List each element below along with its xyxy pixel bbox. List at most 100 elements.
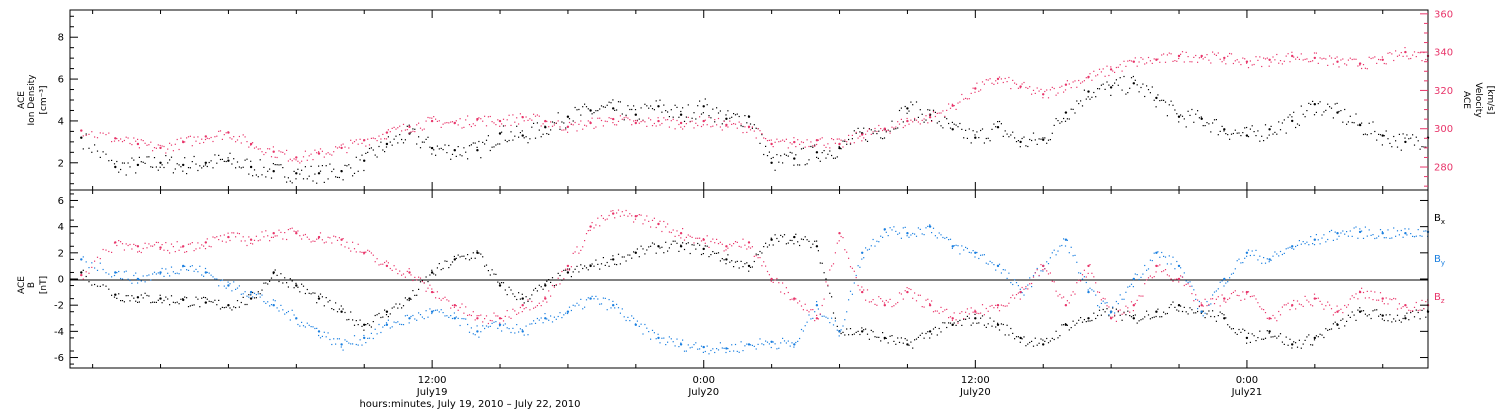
bz-point-texture <box>450 307 452 309</box>
ion-density-point-texture <box>1047 139 1050 141</box>
velocity-tick-label: 320 <box>1434 86 1453 97</box>
bz-point-texture <box>111 251 113 253</box>
ion-density-point-texture <box>1114 82 1116 84</box>
by-point-texture <box>302 325 305 327</box>
by-point-texture <box>1312 243 1314 245</box>
by-point-texture <box>472 333 474 335</box>
velocity-point-texture <box>608 117 610 119</box>
velocity-axis-label-line1: ACE <box>1461 91 1471 109</box>
bx-point-texture <box>667 250 669 252</box>
bz-point-texture <box>849 266 852 268</box>
by-point-texture <box>318 334 320 337</box>
velocity-point-texture <box>525 116 527 118</box>
velocity-point-texture <box>99 132 101 134</box>
by-point-texture <box>568 306 571 308</box>
bx-point-texture <box>310 293 312 295</box>
ion-density-point-texture <box>96 150 99 152</box>
bx-point-texture <box>704 245 706 247</box>
by-point-texture <box>284 313 286 315</box>
ion-density-point-texture <box>940 125 942 127</box>
bz-point-texture <box>634 218 637 220</box>
ion-density-point-texture <box>461 155 463 157</box>
bx-point <box>544 284 547 287</box>
velocity-point <box>566 125 570 128</box>
bx-point-texture <box>278 280 280 283</box>
ion-density-point-texture <box>82 148 84 150</box>
bx-point-texture <box>1085 321 1087 323</box>
ion-density-point-texture <box>484 143 486 145</box>
ion-density-point-texture <box>401 138 403 141</box>
velocity-point-texture <box>831 138 833 140</box>
bx-point-texture <box>389 313 391 315</box>
by-point-texture <box>227 281 229 283</box>
velocity-point-texture <box>906 117 908 120</box>
bx-point-texture <box>759 250 761 253</box>
bx-point-texture <box>340 305 342 307</box>
by-point-texture <box>1197 308 1199 310</box>
by-point-texture <box>512 327 514 329</box>
bz-point <box>80 273 83 277</box>
bz-point-texture <box>133 243 135 245</box>
ion-density-point-texture <box>1191 108 1193 111</box>
ion-density-point-texture <box>423 141 425 143</box>
velocity-point-texture <box>1215 54 1217 56</box>
bz-point-texture <box>802 309 804 311</box>
by-point <box>80 258 83 261</box>
bz-point-texture <box>1404 304 1406 306</box>
bx-point-texture <box>416 294 418 296</box>
ion-density-point <box>476 149 479 152</box>
bz-point-texture <box>212 236 214 238</box>
bx-point-texture <box>993 320 995 322</box>
ion-density-point-texture <box>197 169 199 172</box>
bx-point-texture <box>602 257 604 259</box>
bx-point-texture <box>1064 323 1067 325</box>
velocity-point <box>1245 60 1249 63</box>
velocity-point-texture <box>614 124 616 126</box>
velocity-point-texture <box>821 137 823 139</box>
ion-density-point-texture <box>123 162 125 164</box>
velocity-point-texture <box>959 101 961 103</box>
velocity-point-texture <box>1189 61 1191 63</box>
bx-point-texture <box>1236 333 1238 335</box>
bz-point-texture <box>810 309 812 311</box>
bz-point-texture <box>176 241 178 243</box>
by-point-texture <box>584 306 586 308</box>
ion-density-point-texture <box>1230 133 1233 135</box>
ion-density-point-texture <box>616 109 618 111</box>
bz-point-texture <box>531 300 533 303</box>
bx-point-texture <box>1298 339 1300 341</box>
bx-point-texture <box>333 309 335 311</box>
ion-density-point-texture <box>1263 140 1265 142</box>
velocity-point-texture <box>1155 58 1157 60</box>
velocity-point-texture <box>1279 60 1282 62</box>
bx-point-texture <box>212 301 214 303</box>
bx-point-texture <box>1425 316 1427 318</box>
bz-point-texture <box>323 242 325 244</box>
bx-point-texture <box>293 287 295 289</box>
velocity-point-texture <box>619 115 621 117</box>
bx-point-texture <box>1170 304 1172 306</box>
by-point-texture <box>1213 291 1216 293</box>
by-point <box>861 251 864 254</box>
bx-point-texture <box>105 285 107 287</box>
ion-density-point-texture <box>227 157 229 159</box>
velocity-point-texture <box>484 115 486 117</box>
bz-point-texture <box>929 303 931 305</box>
velocity-point-texture <box>814 145 816 147</box>
ion-density-point-texture <box>299 173 301 175</box>
bz-point-texture <box>978 312 980 315</box>
bx-point-texture <box>768 244 770 246</box>
bz-point-texture <box>1081 274 1084 276</box>
ion-density-point-texture <box>981 128 984 130</box>
ion-density-point-texture <box>495 144 497 146</box>
ion-density-point-texture <box>265 176 267 178</box>
by-point-texture <box>625 319 627 322</box>
bz-point-texture <box>1408 309 1410 311</box>
bz-point-texture <box>1219 305 1221 307</box>
ion-density-point-texture <box>1172 104 1174 106</box>
by-point-texture <box>1357 237 1359 239</box>
bx-point-texture <box>1312 344 1314 346</box>
bx-point-texture <box>1183 306 1185 308</box>
bz-point-texture <box>619 215 621 217</box>
by-point-texture <box>1051 252 1053 254</box>
